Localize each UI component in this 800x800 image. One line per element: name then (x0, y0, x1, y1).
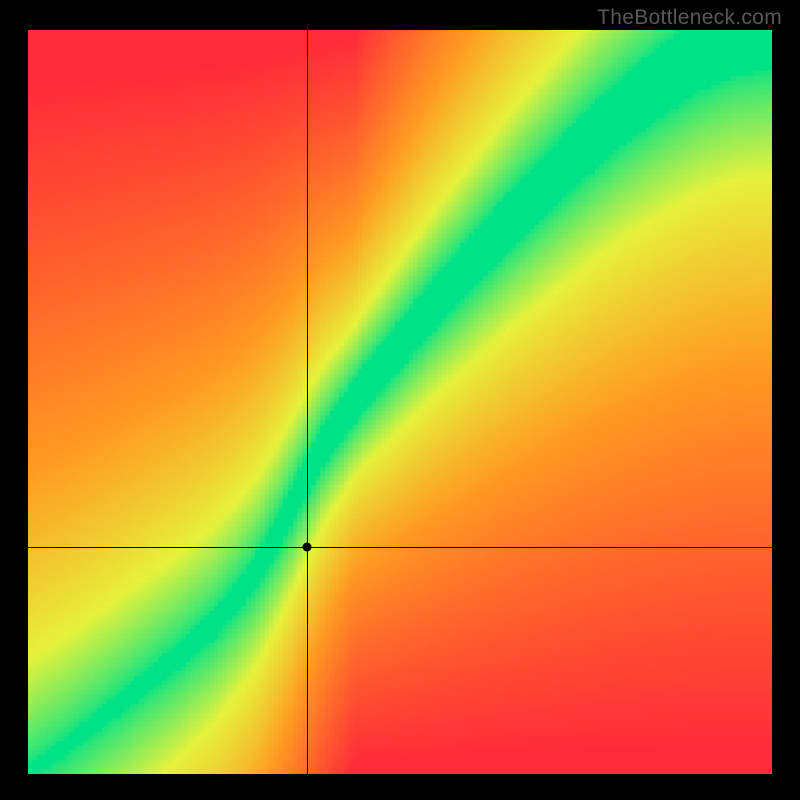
crosshair-marker (303, 543, 312, 552)
watermark-text: TheBottleneck.com (597, 6, 782, 30)
heatmap-canvas (28, 30, 772, 774)
crosshair-vertical (307, 30, 308, 774)
heatmap-plot (28, 30, 772, 774)
chart-container: TheBottleneck.com (0, 0, 800, 800)
crosshair-horizontal (28, 547, 772, 548)
